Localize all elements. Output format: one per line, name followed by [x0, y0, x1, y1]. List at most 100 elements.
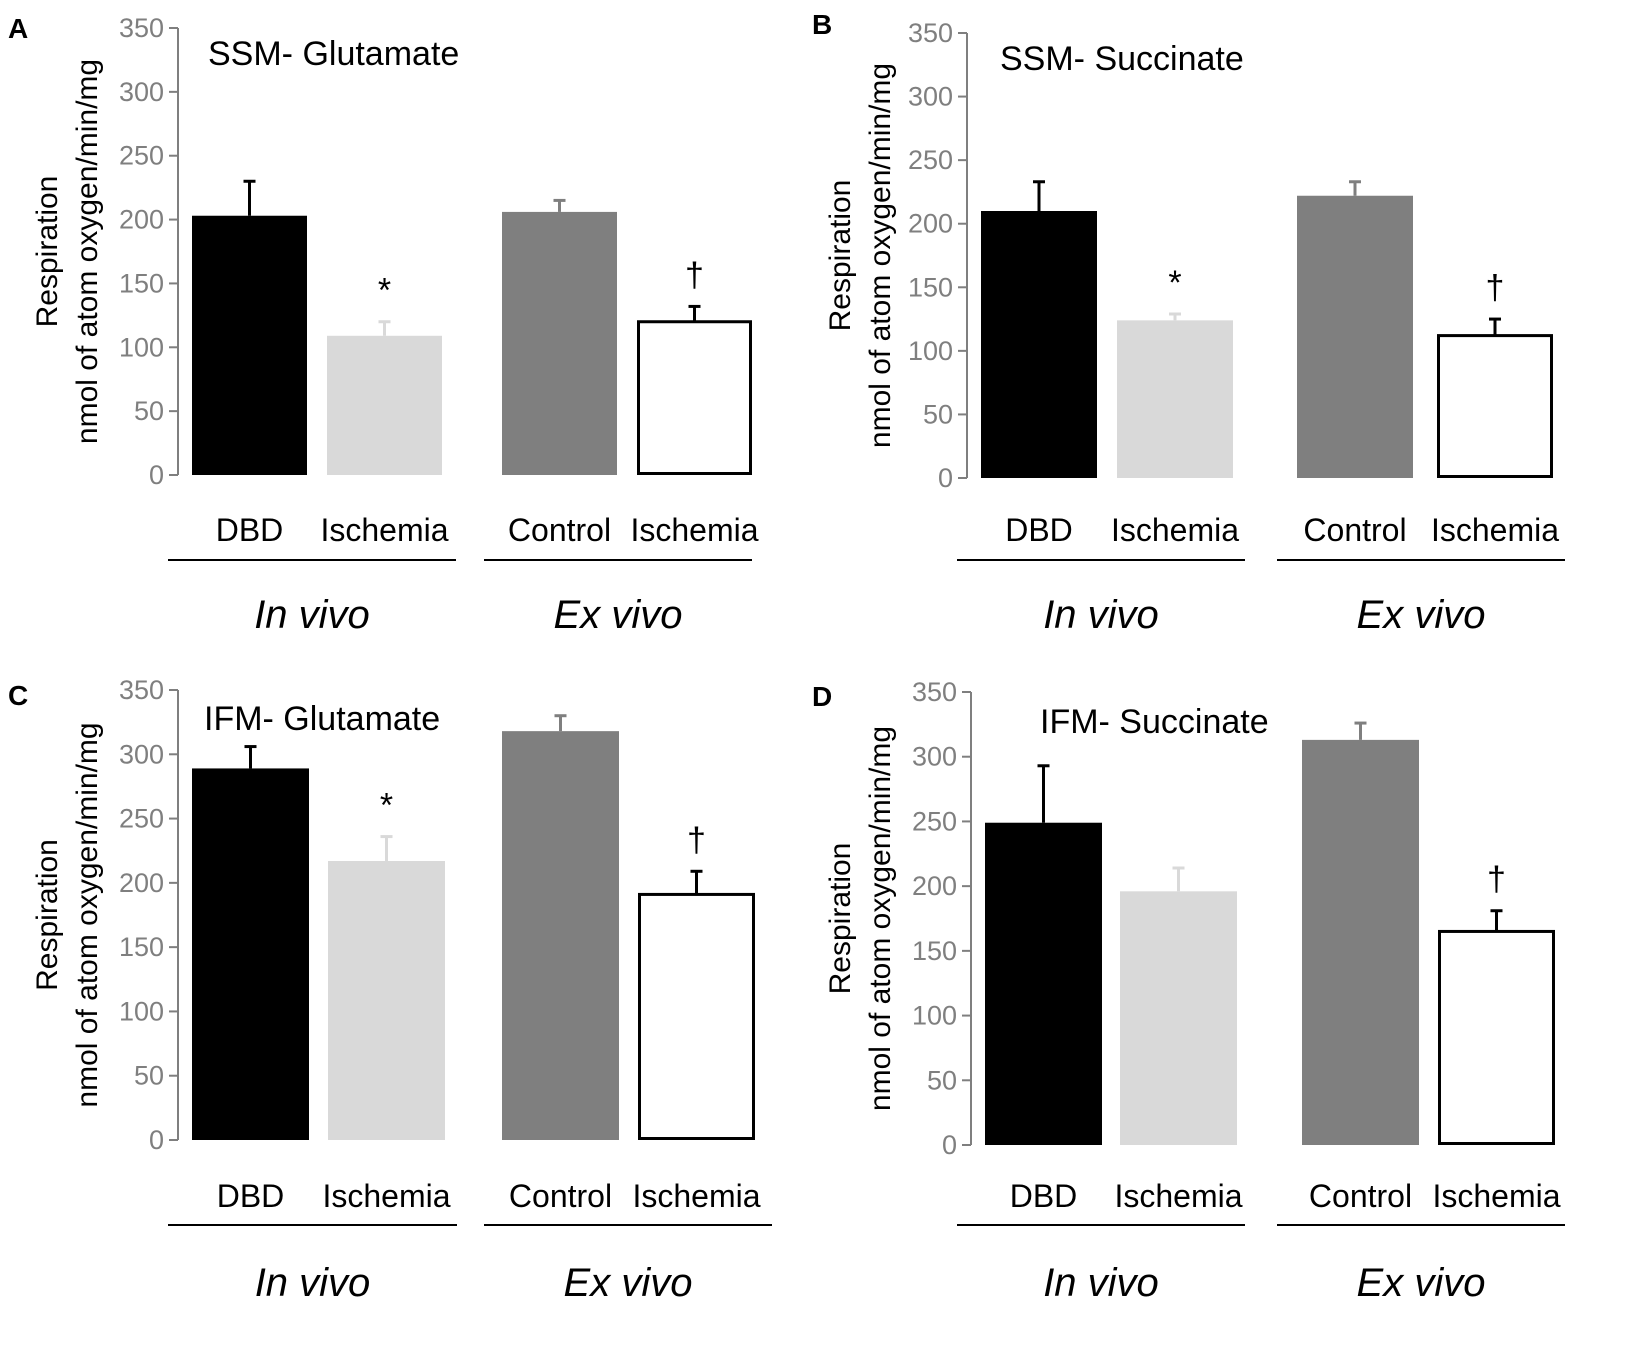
y-tick-label: 150: [908, 272, 953, 302]
significance-marker: *: [1168, 264, 1181, 302]
y-tick-label: 150: [912, 936, 957, 966]
y-tick-label: 300: [908, 82, 953, 112]
bar-control-ex-vivo: [502, 211, 617, 475]
bar-dbd-in-vivo: [192, 768, 309, 1140]
y-tick-label: 50: [134, 396, 164, 426]
bar-control-ex-vivo: [1302, 739, 1419, 1145]
y-tick-label: 250: [912, 806, 957, 836]
y-tick-label: 250: [119, 804, 164, 834]
bar-dbd-in-vivo: [981, 211, 1097, 478]
category-label: Ischemia: [1114, 1178, 1242, 1214]
category-label: Control: [1309, 1178, 1412, 1214]
group-label-ex-vivo: Ex vivo: [1357, 593, 1486, 637]
group-label-ex-vivo: Ex vivo: [1357, 1261, 1486, 1305]
y-tick-label: 350: [119, 13, 164, 43]
y-tick-label: 250: [119, 141, 164, 171]
y-tick-label: 100: [119, 996, 164, 1026]
bar-control-ex-vivo: [1297, 195, 1413, 478]
chart-title: IFM- Succinate: [1040, 703, 1269, 741]
category-label: Control: [508, 512, 611, 548]
group-label-ex-vivo: Ex vivo: [554, 593, 683, 637]
y-tick-label: 100: [908, 336, 953, 366]
panel-label: C: [8, 680, 28, 711]
significance-marker: *: [378, 272, 391, 310]
y-tick-label: 300: [119, 739, 164, 769]
y-axis-label-line2: nmol of atom oxygen/min/mg: [71, 722, 104, 1107]
bar-control-ex-vivo: [502, 731, 619, 1140]
chart-panel-d: D IFM- Succinate Respiration nmol of atom o…: [812, 677, 1565, 1305]
y-tick-label: 300: [912, 742, 957, 772]
bar-ischemia-ex-vivo: [638, 892, 755, 1141]
y-tick-label: 250: [908, 145, 953, 175]
y-tick-label: 300: [119, 77, 164, 107]
bar-ischemia-in-vivo: [1117, 320, 1233, 478]
bar-ischemia-ex-vivo: [637, 320, 752, 475]
y-tick-label: 100: [119, 332, 164, 362]
group-label-in-vivo: In vivo: [1043, 593, 1159, 637]
significance-marker: †: [1486, 269, 1505, 307]
y-tick-label: 150: [119, 932, 164, 962]
category-label: Ischemia: [322, 1178, 450, 1214]
group-label-ex-vivo: Ex vivo: [564, 1261, 693, 1305]
category-label: Ischemia: [630, 512, 758, 548]
y-tick-label: 0: [942, 1130, 957, 1160]
y-tick-label: 50: [927, 1065, 957, 1095]
panel-label: D: [812, 681, 832, 712]
y-tick-label: 350: [908, 18, 953, 48]
bar-ischemia-in-vivo: [327, 335, 442, 475]
group-label-in-vivo: In vivo: [1043, 1261, 1159, 1305]
category-label: DBD: [1005, 512, 1073, 548]
category-label: DBD: [1010, 1178, 1078, 1214]
y-tick-label: 0: [149, 1125, 164, 1155]
significance-marker: †: [687, 821, 706, 859]
category-label: Ischemia: [1432, 1178, 1560, 1214]
y-axis-label-line2: nmol of atom oxygen/min/mg: [864, 726, 897, 1111]
y-axis-label-line1: Respiration: [31, 176, 64, 328]
group-label-in-vivo: In vivo: [254, 593, 370, 637]
y-axis-label-line1: Respiration: [824, 180, 857, 332]
significance-marker: *: [380, 787, 393, 825]
y-tick-label: 100: [912, 1001, 957, 1031]
category-label: Ischemia: [1431, 512, 1559, 548]
y-tick-label: 0: [149, 460, 164, 490]
y-tick-label: 200: [119, 205, 164, 235]
y-tick-label: 50: [923, 399, 953, 429]
y-axis-label-line1: Respiration: [824, 843, 857, 995]
y-tick-label: 50: [134, 1061, 164, 1091]
bar-ischemia-in-vivo: [328, 861, 445, 1140]
chart-panel-a: A SSM- Glutamate Respiration nmol of atom o…: [8, 13, 759, 637]
y-tick-label: 200: [908, 209, 953, 239]
category-label: Control: [509, 1178, 612, 1214]
significance-marker: †: [685, 256, 704, 294]
chart-title: IFM- Glutamate: [204, 700, 440, 738]
category-label: DBD: [216, 512, 284, 548]
bar-ischemia-in-vivo: [1120, 891, 1237, 1145]
y-tick-label: 350: [912, 677, 957, 707]
y-axis-label-line2: nmol of atom oxygen/min/mg: [71, 59, 104, 444]
y-tick-label: 0: [938, 463, 953, 493]
category-label: Ischemia: [632, 1178, 760, 1214]
bar-dbd-in-vivo: [192, 215, 307, 476]
category-label: Ischemia: [1111, 512, 1239, 548]
chart-panel-c: C IFM- Glutamate Respiration nmol of atom o…: [8, 675, 772, 1305]
chart-panel-b: B SSM- Succinate Respiration nmol of atom o…: [812, 9, 1565, 637]
group-label-in-vivo: In vivo: [255, 1261, 371, 1305]
y-tick-label: 200: [912, 871, 957, 901]
panel-label: B: [812, 9, 832, 40]
y-tick-label: 350: [119, 675, 164, 705]
category-label: Ischemia: [320, 512, 448, 548]
bar-dbd-in-vivo: [985, 822, 1102, 1145]
category-label: Control: [1303, 512, 1406, 548]
y-tick-label: 150: [119, 268, 164, 298]
category-label: DBD: [217, 1178, 285, 1214]
panel-label: A: [8, 13, 28, 44]
y-axis-label-line2: nmol of atom oxygen/min/mg: [864, 63, 897, 448]
chart-title: SSM- Succinate: [1000, 40, 1244, 78]
chart-title: SSM- Glutamate: [208, 35, 459, 73]
significance-marker: †: [1487, 861, 1506, 899]
bar-ischemia-ex-vivo: [1437, 334, 1553, 478]
y-axis-label-line1: Respiration: [31, 839, 64, 991]
y-tick-label: 200: [119, 868, 164, 898]
bar-ischemia-ex-vivo: [1438, 929, 1555, 1146]
